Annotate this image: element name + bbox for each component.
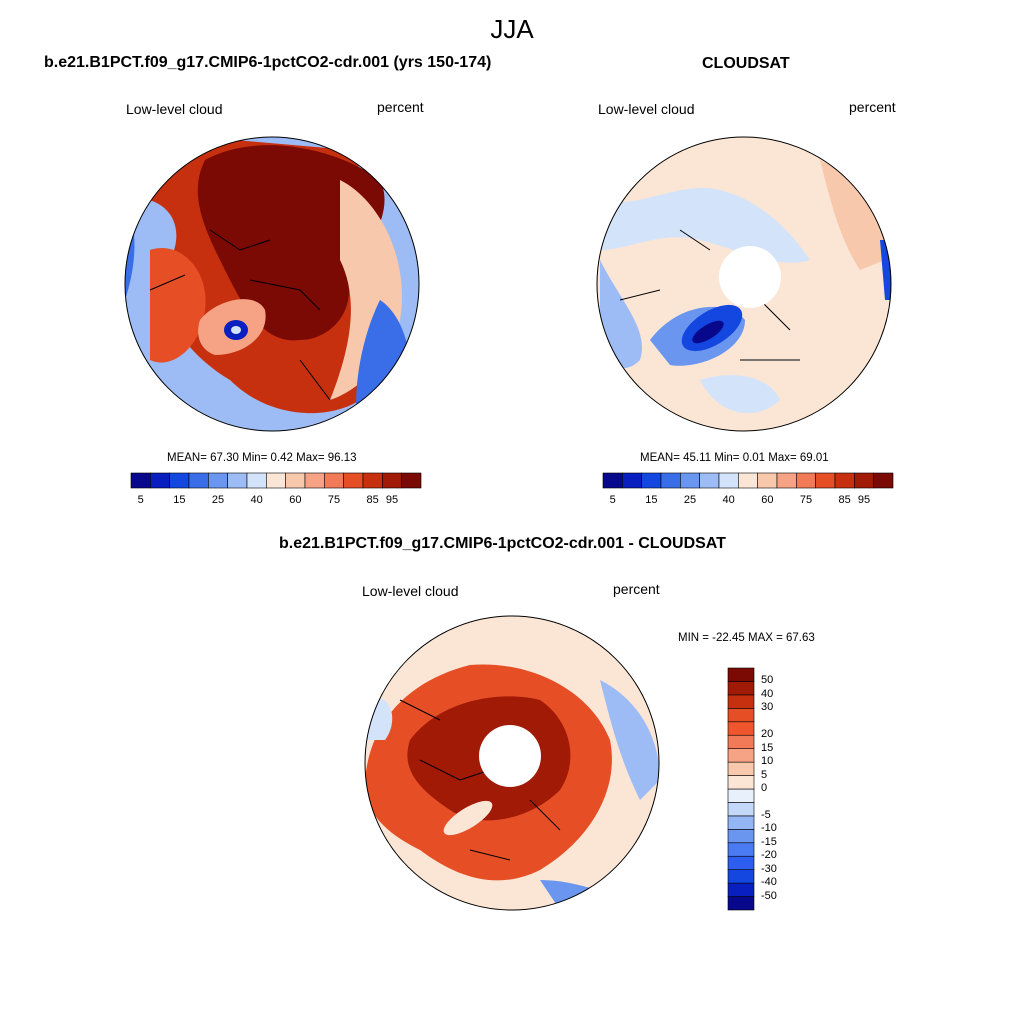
- panel2-title: CLOUDSAT: [702, 55, 790, 72]
- panel1-colorbar-swatch: [169, 472, 190, 489]
- panel2-colorbar-swatch: [680, 472, 700, 489]
- panel1-units-label: percent: [377, 99, 424, 115]
- panel3-colorbar-tick-label: 20: [761, 728, 774, 741]
- panel3-colorbar-tick-label: 40: [761, 687, 774, 700]
- panel2-colorbar-tick-label: 25: [683, 494, 697, 506]
- panel1-colorbar: [130, 472, 422, 489]
- panel2-colorbar-tick-label: 60: [761, 494, 774, 506]
- panel1-colorbar-swatch: [150, 472, 170, 489]
- panel3-colorbar-swatch: [727, 681, 755, 696]
- panel3-colorbar-tick-label: -20: [761, 849, 777, 862]
- panel2-colorbar-tick-label: 95: [857, 494, 871, 506]
- panel2-colorbar-swatch: [757, 472, 778, 489]
- panel3-units-label: percent: [613, 581, 660, 597]
- figure-title: JJA: [490, 14, 534, 44]
- panel3-colorbar-tick-label: 50: [761, 674, 774, 687]
- panel1-colorbar-swatch: [246, 472, 267, 489]
- panel1-colorbar-swatch: [343, 472, 364, 489]
- panel3-colorbar-swatch: [727, 802, 755, 817]
- panel1-colorbar-swatch: [324, 472, 344, 489]
- panel1-colorbar-tick-label: 85: [366, 494, 379, 506]
- panel2-colorbar-swatch: [718, 472, 739, 489]
- panel3-colorbar-swatch: [727, 855, 755, 870]
- panel1-colorbar-swatch: [382, 472, 402, 489]
- panel3-colorbar-tick-label: -10: [761, 822, 777, 835]
- panel3-title: b.e21.B1PCT.f09_g17.CMIP6-1pctCO2-cdr.00…: [279, 535, 726, 552]
- panel1-colorbar-swatch: [362, 472, 383, 489]
- panel3-colorbar-swatch: [727, 734, 755, 749]
- panel3-colorbar-swatch: [727, 869, 755, 884]
- panel2-colorbar-swatch: [622, 472, 642, 489]
- panel3-colorbar-swatch: [727, 748, 755, 763]
- panel3-variable-label: Low-level cloud: [362, 583, 459, 599]
- panel3-colorbar-tick-label: 0: [761, 782, 768, 794]
- panel3-colorbar-swatch: [727, 667, 755, 682]
- panel2-stats: MEAN= 45.11 Min= 0.01 Max= 69.01: [640, 452, 829, 464]
- panel3-colorbar-swatch: [727, 882, 755, 897]
- panel3-colorbar-swatch: [727, 788, 755, 803]
- panel1-map: [125, 137, 419, 431]
- panel2-colorbar-swatch: [834, 472, 855, 489]
- panel3-colorbar-tick-label: -5: [761, 808, 771, 821]
- panel3-colorbar-tick-label: -40: [761, 876, 777, 889]
- panel3-colorbar-tick-label: 30: [761, 701, 774, 714]
- panel1-colorbar-tick-label: 95: [385, 494, 399, 506]
- panel3-colorbar-swatch: [727, 761, 755, 776]
- panel2-colorbar-tick-label: 15: [645, 494, 658, 506]
- panel1-colorbar-tick-label: 60: [289, 494, 302, 506]
- panel2-colorbar-swatch: [660, 472, 681, 489]
- panel2-colorbar-swatch: [796, 472, 816, 489]
- panel3-colorbar-tick-label: 5: [761, 768, 768, 781]
- panel3-colorbar: [727, 667, 755, 911]
- panel2-colorbar-swatch: [873, 472, 894, 489]
- panel1-colorbar-swatch: [401, 472, 422, 489]
- panel3-colorbar-swatch: [727, 708, 755, 723]
- panel2-colorbar-swatch: [699, 472, 720, 489]
- panel2-colorbar-swatch: [854, 472, 874, 489]
- panel3-colorbar-swatch: [727, 829, 755, 844]
- panel3-colorbar-tick-label: -30: [761, 862, 777, 875]
- panel2-variable-label: Low-level cloud: [598, 101, 695, 117]
- panel2-colorbar-tick-label: 5: [609, 494, 616, 506]
- panel3-colorbar-swatch: [727, 721, 755, 736]
- panel2-colorbar-swatch: [776, 472, 797, 489]
- panel3-colorbar-tick-label: 15: [761, 741, 774, 754]
- panel2-colorbar-tick-label: 75: [799, 494, 813, 506]
- panel2-colorbar-tick-label: 85: [838, 494, 851, 506]
- panel3-colorbar-tick-label: -15: [761, 835, 777, 848]
- panel2-colorbar-swatch: [738, 472, 758, 489]
- panel1-title: b.e21.B1PCT.f09_g17.CMIP6-1pctCO2-cdr.00…: [44, 54, 492, 71]
- panel2-polar-data-gap: [719, 246, 781, 308]
- panel3-colorbar-swatch: [727, 842, 755, 857]
- panel3-colorbar-swatch: [727, 815, 755, 830]
- panel3-colorbar-tick-label: 10: [761, 755, 774, 768]
- panel1-colorbar-swatch: [285, 472, 306, 489]
- panel1-colorbar-tick-label: 5: [137, 494, 144, 506]
- panel1-colorbar-swatch: [188, 472, 209, 489]
- panel3-colorbar-swatch: [727, 896, 755, 911]
- panel1-colorbar-tick-label: 15: [173, 494, 186, 506]
- panel1-colorbar-tick-label: 25: [211, 494, 225, 506]
- panel1-colorbar-swatch: [266, 472, 286, 489]
- panel3-polar-data-gap: [479, 725, 541, 787]
- panel1-colorbar-swatch: [304, 472, 325, 489]
- panel1-colorbar-tick-label: 75: [327, 494, 341, 506]
- panel1-variable-label: Low-level cloud: [126, 101, 223, 117]
- panel3-colorbar-swatch: [727, 775, 755, 790]
- panel3-stats: MIN = -22.45 MAX = 67.63: [678, 632, 815, 644]
- panel2-colorbar-swatch: [815, 472, 836, 489]
- panel2-colorbar: [602, 472, 894, 489]
- panel2-units-label: percent: [849, 99, 896, 115]
- panel2-colorbar-swatch: [641, 472, 662, 489]
- panel2-colorbar-swatch: [602, 472, 623, 489]
- panel1-colorbar-swatch: [130, 472, 151, 489]
- panel1-colorbar-tick-label: 40: [250, 494, 263, 506]
- panel3-colorbar-tick-label: -50: [761, 889, 777, 902]
- panel2-colorbar-tick-label: 40: [722, 494, 735, 506]
- panel1-stats: MEAN= 67.30 Min= 0.42 Max= 96.13: [167, 452, 357, 464]
- panel3-colorbar-swatch: [727, 694, 755, 709]
- panel1-colorbar-swatch: [227, 472, 248, 489]
- panel1-colorbar-swatch: [208, 472, 228, 489]
